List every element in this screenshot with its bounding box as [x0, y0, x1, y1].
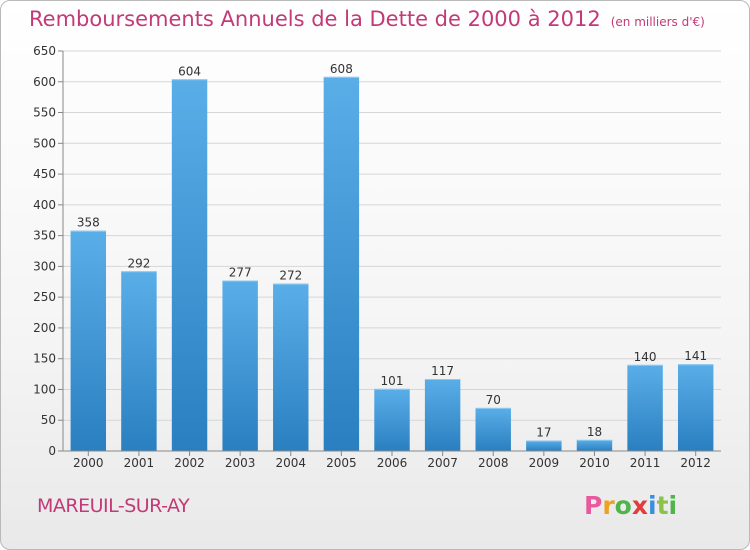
bar — [677, 364, 714, 451]
data-label: 141 — [684, 349, 707, 363]
data-label: 272 — [279, 269, 302, 283]
bar — [222, 280, 258, 451]
bar — [70, 230, 107, 451]
bar — [627, 364, 663, 451]
y-tick-label: 450 — [33, 167, 56, 181]
x-tick-label: 2005 — [326, 456, 357, 470]
logo-letter: r — [602, 491, 615, 520]
logo-letter: o — [614, 491, 632, 520]
y-tick-label: 550 — [33, 106, 56, 120]
data-label: 101 — [381, 374, 404, 388]
data-label: 292 — [127, 256, 150, 270]
y-tick-label: 300 — [33, 259, 56, 273]
x-tick-label: 2010 — [579, 456, 610, 470]
logo-letter: i — [668, 491, 678, 520]
x-tick-label: 2012 — [680, 456, 711, 470]
y-tick-label: 100 — [33, 382, 56, 396]
bar — [121, 271, 157, 451]
x-tick-label: 2000 — [73, 456, 104, 470]
logo-letter: P — [584, 491, 603, 520]
y-tick-label: 650 — [33, 44, 56, 58]
commune-name: MAREUIL-SUR-AY — [37, 495, 190, 517]
y-axis-ticks: 0 50 100 150 200 250 300 350 400 450 500 550 600 650 — [33, 44, 63, 458]
data-label: 358 — [77, 216, 100, 230]
bar — [576, 439, 613, 451]
data-label: 70 — [486, 393, 501, 407]
y-tick-label: 50 — [41, 413, 56, 427]
data-label: 18 — [587, 425, 602, 439]
bar — [475, 407, 511, 451]
bar — [424, 379, 461, 451]
bar — [374, 388, 410, 451]
data-label: 117 — [431, 364, 454, 378]
y-tick-label: 400 — [33, 198, 56, 212]
data-label: 604 — [178, 64, 201, 78]
x-tick-label: 2006 — [377, 456, 408, 470]
chart-title: Remboursements Annuels de la Dette de 20… — [29, 7, 601, 31]
logo-letter: i — [648, 491, 657, 520]
data-label: 140 — [634, 350, 657, 364]
logo-letter: t — [656, 491, 669, 520]
proxiti-logo: Proxiti — [584, 491, 677, 520]
y-tick-label: 600 — [33, 75, 56, 89]
y-tick-label: 0 — [48, 444, 56, 458]
chart-unit: (en milliers d'€) — [610, 15, 705, 29]
x-tick-label: 2007 — [427, 456, 458, 470]
y-tick-label: 350 — [33, 229, 56, 243]
x-tick-label: 2003 — [225, 456, 256, 470]
data-labels: 358 292 604 277 272 608 101 117 70 17 18 140 141 — [77, 62, 707, 440]
data-label: 17 — [536, 426, 551, 440]
x-tick-label: 2011 — [630, 456, 661, 470]
bar — [526, 440, 562, 451]
x-tick-label: 2009 — [529, 456, 560, 470]
x-tick-label: 2002 — [174, 456, 205, 470]
data-label: 608 — [330, 62, 353, 76]
bars — [70, 76, 714, 452]
title-row: Remboursements Annuels de la Dette de 20… — [29, 7, 705, 31]
bar — [323, 76, 360, 451]
data-label: 277 — [229, 266, 252, 280]
bar — [171, 79, 208, 452]
x-tick-label: 2004 — [275, 456, 306, 470]
x-axis-ticks: 2000 2001 2002 2003 2004 2005 2006 2007 2008 2009… — [73, 451, 711, 470]
y-tick-label: 150 — [33, 352, 56, 366]
x-tick-label: 2008 — [478, 456, 509, 470]
y-tick-label: 500 — [33, 136, 56, 150]
x-tick-label: 2001 — [124, 456, 155, 470]
y-tick-label: 200 — [33, 321, 56, 335]
logo-letter: x — [631, 491, 648, 520]
bar — [273, 283, 309, 451]
y-tick-label: 250 — [33, 290, 56, 304]
